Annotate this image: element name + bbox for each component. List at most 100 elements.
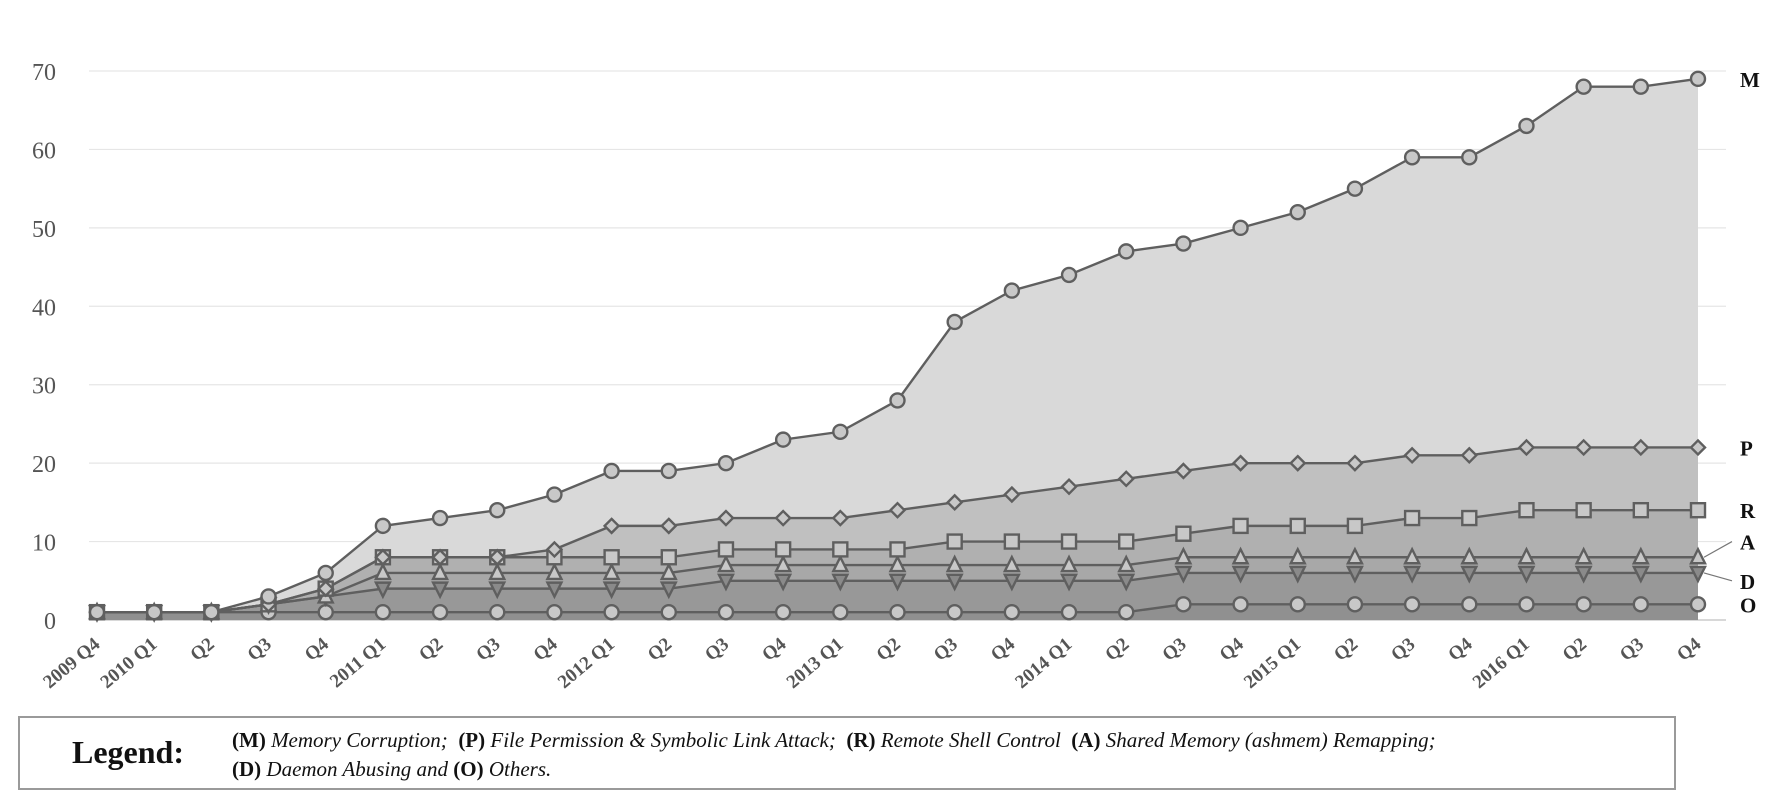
point-o (1518, 596, 1535, 613)
point-o (603, 603, 620, 621)
point-o (374, 603, 392, 621)
x-tick-label: Q2 (644, 634, 676, 666)
legend-text-m: Memory Corruption; (271, 728, 448, 752)
x-tick-label: Q2 (1330, 634, 1362, 666)
point-m (1461, 149, 1478, 166)
point-o (1461, 596, 1478, 613)
point-a (888, 554, 907, 573)
point-r (603, 549, 620, 566)
point-o (317, 603, 334, 621)
end-label-p: P (1740, 436, 1753, 460)
x-tick-label: Q4 (301, 633, 333, 665)
point-d (1231, 565, 1250, 584)
legend-key-a: (A) (1071, 728, 1101, 752)
point-m (1232, 219, 1249, 237)
point-p (1517, 438, 1536, 457)
point-r (1632, 502, 1650, 519)
point-d (774, 573, 793, 592)
point-a (1517, 546, 1536, 565)
point-r (1289, 517, 1306, 535)
x-tick-label: Q4 (987, 633, 1019, 665)
point-a (1689, 546, 1707, 565)
point-d (1689, 565, 1707, 584)
point-r (1518, 502, 1535, 519)
point-a (1631, 546, 1650, 565)
x-tick-label: 2009 Q4 (39, 633, 104, 692)
point-r (1175, 525, 1192, 542)
point-d (1117, 573, 1136, 592)
point-a (1460, 546, 1479, 565)
point-p (1689, 438, 1707, 457)
legend-key-p: (P) (458, 728, 486, 752)
leader-a (1703, 541, 1733, 558)
point-d (659, 581, 678, 600)
point-r (1346, 517, 1364, 535)
point-r (1060, 533, 1078, 550)
point-p (374, 548, 392, 566)
point-a (545, 562, 564, 581)
point-o (1575, 596, 1592, 613)
point-r (1403, 509, 1421, 527)
point-d (888, 573, 907, 592)
point-d (602, 581, 621, 600)
point-r (1689, 502, 1707, 519)
point-m (1289, 203, 1306, 221)
point-o (774, 603, 792, 621)
series-markers (88, 70, 1707, 623)
leader-d (1703, 572, 1733, 582)
point-o (717, 603, 735, 621)
point-a (945, 554, 964, 573)
point-a (774, 554, 793, 573)
x-tick-label: 2015 Q1 (1240, 634, 1305, 693)
point-m (1346, 180, 1364, 197)
point-p (602, 517, 621, 535)
point-r (889, 541, 906, 558)
y-axis-ticks: 0 10 20 30 40 50 60 70 (32, 60, 56, 635)
point-m (1060, 266, 1078, 284)
legend-text-r: Remote Shell Control (880, 728, 1061, 752)
point-d (717, 573, 735, 592)
point-a (1060, 554, 1078, 573)
point-o (660, 603, 677, 621)
end-label-d: D (1740, 570, 1755, 594)
point-m (431, 509, 449, 527)
point-m (1575, 78, 1592, 95)
y-tick-label: 40 (32, 295, 56, 321)
point-a (717, 554, 735, 573)
point-p (831, 509, 850, 527)
point-o (1232, 596, 1249, 613)
x-tick-label: 2012 Q1 (554, 634, 619, 693)
end-label-m: M (1740, 68, 1760, 92)
point-m (1518, 117, 1535, 135)
x-tick-label: Q2 (1101, 634, 1133, 666)
point-m (1175, 235, 1192, 252)
point-o (546, 603, 563, 621)
point-o (1060, 603, 1078, 621)
legend-key-m: (M) (232, 728, 266, 752)
x-tick-label: Q2 (415, 634, 447, 666)
point-o (1003, 603, 1021, 621)
legend-text-a: Shared Memory (ashmem) Remapping; (1105, 728, 1436, 752)
point-r (1118, 533, 1135, 550)
point-r (1461, 509, 1478, 527)
point-o (832, 603, 849, 621)
point-r (717, 541, 735, 558)
x-tick-label: 2014 Q1 (1011, 634, 1076, 693)
legend-text-o: Others. (488, 757, 552, 781)
point-o (1289, 596, 1306, 613)
x-tick-label: Q3 (1159, 634, 1191, 666)
point-p (1632, 438, 1650, 457)
point-d (1403, 565, 1422, 584)
point-m (489, 502, 506, 519)
point-m (88, 603, 106, 621)
markers-m (88, 70, 1707, 621)
point-r (774, 541, 792, 558)
x-tick-label: Q3 (244, 634, 276, 666)
point-m (1118, 243, 1135, 260)
legend: Legend: (M) Memory Corruption; (P) File … (18, 716, 1676, 790)
x-tick-label: Q2 (186, 634, 218, 666)
point-m (774, 431, 792, 448)
point-d (1174, 565, 1193, 584)
y-tick-label: 10 (32, 531, 56, 557)
